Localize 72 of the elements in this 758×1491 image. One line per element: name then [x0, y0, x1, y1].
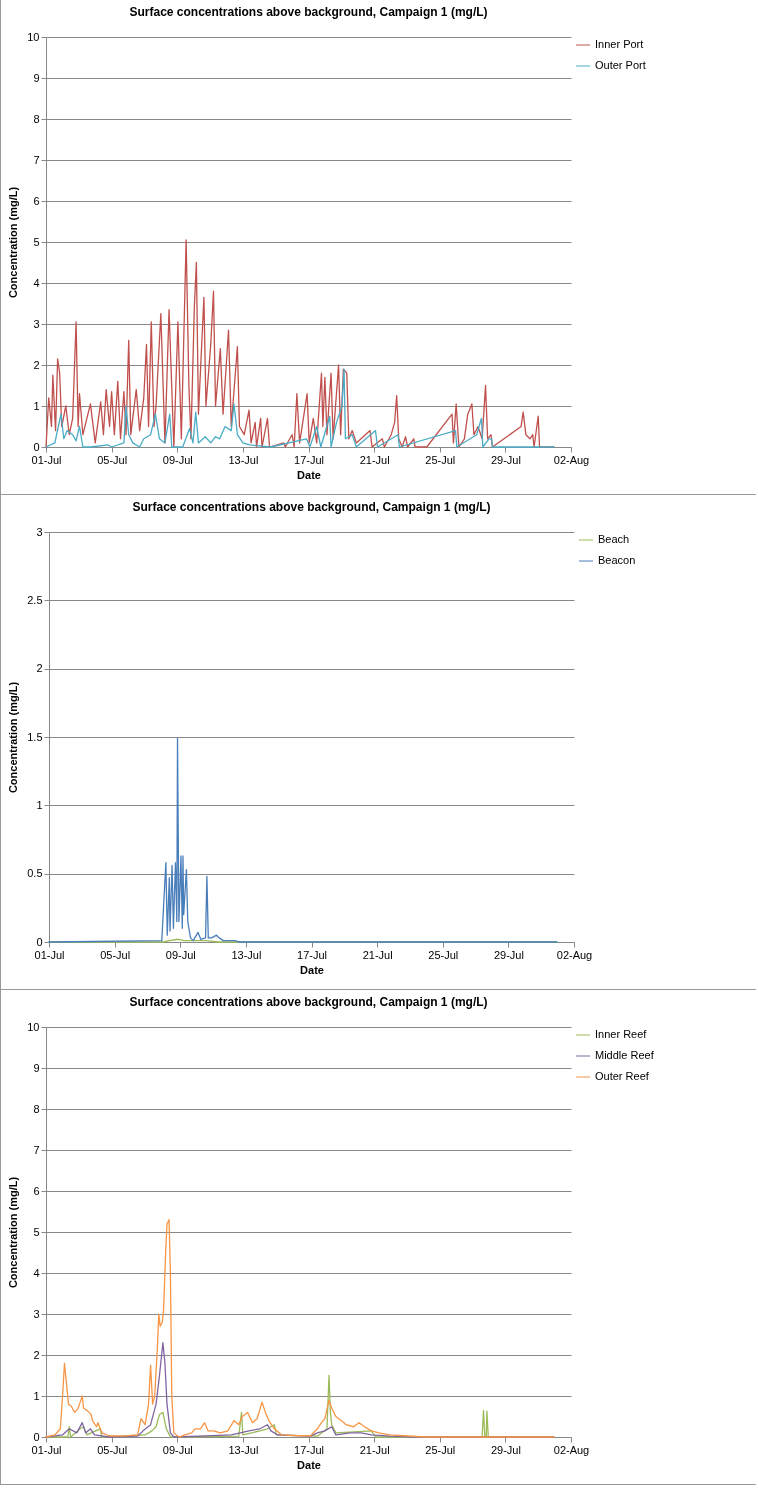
x-axis-title: Date	[297, 1458, 321, 1471]
y-tick-label: 4	[33, 276, 40, 289]
legend-label: Inner Reef	[595, 1028, 648, 1040]
y-tick-label: 1	[33, 399, 40, 412]
x-tick-label: 13-Jul	[228, 453, 259, 466]
legend-label: Outer Port	[595, 59, 646, 71]
y-tick-label: 10	[27, 1020, 40, 1033]
x-tick-label: 21-Jul	[359, 453, 390, 466]
x-tick-label: 13-Jul	[228, 1443, 259, 1456]
y-tick-label: 2	[36, 662, 43, 675]
x-tick-label: 05-Jul	[97, 1443, 128, 1456]
y-tick-label: 7	[33, 1143, 40, 1156]
x-tick-label: 17-Jul	[297, 948, 327, 961]
y-tick-label: 2.5	[27, 593, 43, 606]
x-tick-label: 05-Jul	[97, 453, 128, 466]
y-tick-label: 3	[33, 317, 40, 330]
legend-label: Beacon	[598, 554, 636, 566]
y-tick-label: 1	[33, 1389, 40, 1402]
y-axis-title: Concentration (mg/L)	[7, 186, 20, 299]
chart-title: Surface concentrations above background, Campaign 1 (mg/L)	[129, 5, 488, 19]
y-tick-label: 3	[33, 1307, 40, 1320]
legend-label: Middle Reef	[595, 1049, 655, 1061]
x-tick-label: 09-Jul	[165, 948, 196, 961]
y-tick-label: 2	[33, 1348, 40, 1361]
x-tick-label: 01-Jul	[31, 1443, 62, 1456]
x-tick-label: 25-Jul	[425, 453, 456, 466]
x-tick-label: 25-Jul	[428, 948, 459, 961]
x-tick-label: 09-Jul	[162, 453, 193, 466]
x-tick-label: 02-Aug	[553, 453, 590, 466]
y-tick-label: 5	[33, 235, 40, 248]
y-tick-label: 9	[33, 1061, 40, 1074]
x-tick-label: 21-Jul	[359, 1443, 390, 1456]
y-tick-label: 1	[36, 798, 43, 811]
y-tick-label: 9	[33, 71, 40, 84]
y-tick-label: 0.5	[27, 867, 43, 880]
legend-label: Outer Reef	[595, 1070, 650, 1082]
x-axis-title: Date	[297, 468, 321, 481]
x-axis-title: Date	[300, 963, 324, 976]
x-tick-label: 02-Aug	[553, 1443, 590, 1456]
x-tick-label: 17-Jul	[294, 1443, 324, 1456]
y-tick-label: 2	[33, 358, 40, 371]
y-tick-label: 8	[33, 112, 40, 125]
y-tick-label: 3	[36, 525, 43, 538]
y-tick-label: 7	[33, 153, 40, 166]
x-tick-label: 01-Jul	[34, 948, 65, 961]
legend-label: Beach	[598, 533, 630, 545]
y-tick-label: 0	[36, 935, 43, 948]
chart-title: Surface concentrations above background, Campaign 1 (mg/L)	[129, 995, 488, 1009]
x-tick-label: 25-Jul	[425, 1443, 456, 1456]
x-tick-label: 29-Jul	[493, 948, 524, 961]
y-tick-label: 8	[33, 1102, 40, 1115]
y-axis-title: Concentration (mg/L)	[7, 681, 20, 794]
y-axis-title: Concentration (mg/L)	[7, 1176, 20, 1289]
y-tick-label: 6	[33, 194, 40, 207]
y-tick-label: 0	[33, 1430, 40, 1443]
legend-label: Inner Port	[595, 38, 644, 50]
y-tick-label: 10	[27, 30, 40, 43]
y-tick-label: 0	[33, 440, 40, 453]
x-tick-label: 17-Jul	[294, 453, 324, 466]
x-tick-label: 05-Jul	[100, 948, 131, 961]
x-tick-label: 29-Jul	[490, 1443, 521, 1456]
y-tick-label: 4	[33, 1266, 40, 1279]
y-tick-label: 1.5	[27, 730, 43, 743]
x-tick-label: 01-Jul	[31, 453, 62, 466]
x-tick-label: 29-Jul	[490, 453, 521, 466]
x-tick-label: 13-Jul	[231, 948, 262, 961]
y-tick-label: 5	[33, 1225, 40, 1238]
y-tick-label: 6	[33, 1184, 40, 1197]
x-tick-label: 09-Jul	[162, 1443, 193, 1456]
x-tick-label: 21-Jul	[362, 948, 393, 961]
chart-title: Surface concentrations above background, Campaign 1 (mg/L)	[132, 500, 491, 514]
x-tick-label: 02-Aug	[556, 948, 593, 961]
